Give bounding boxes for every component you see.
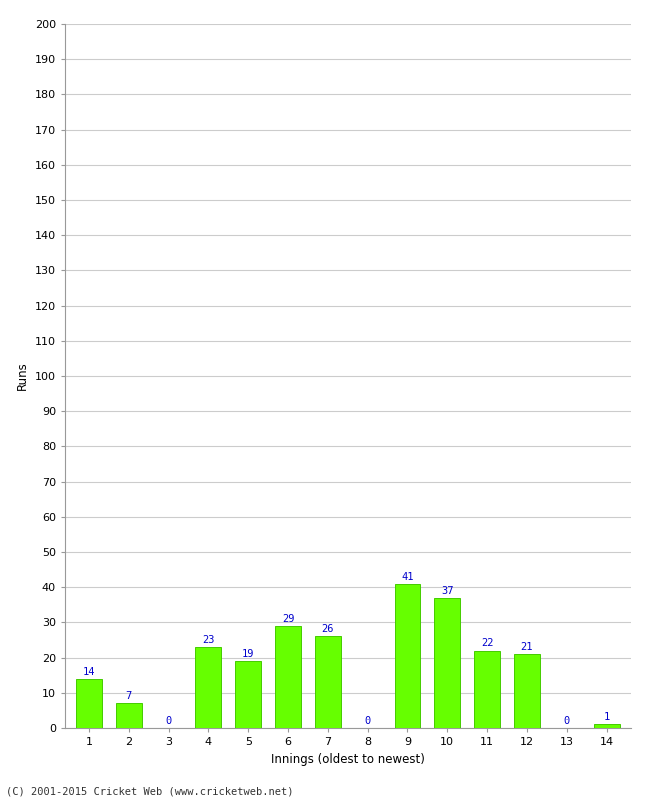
X-axis label: Innings (oldest to newest): Innings (oldest to newest) — [271, 753, 424, 766]
Text: 19: 19 — [242, 649, 254, 659]
Bar — [514, 654, 540, 728]
Bar — [275, 626, 301, 728]
Bar — [474, 650, 500, 728]
Text: 7: 7 — [125, 691, 132, 702]
Text: 26: 26 — [322, 624, 334, 634]
Bar — [395, 584, 421, 728]
Text: 37: 37 — [441, 586, 454, 596]
Bar — [235, 661, 261, 728]
Text: 23: 23 — [202, 635, 215, 645]
Bar — [116, 703, 142, 728]
Bar — [593, 725, 619, 728]
Bar — [76, 678, 102, 728]
Text: 14: 14 — [83, 666, 95, 677]
Bar — [315, 637, 341, 728]
Text: (C) 2001-2015 Cricket Web (www.cricketweb.net): (C) 2001-2015 Cricket Web (www.cricketwe… — [6, 786, 294, 796]
Text: 0: 0 — [165, 716, 172, 726]
Text: 41: 41 — [401, 571, 414, 582]
Text: 29: 29 — [281, 614, 294, 624]
Text: 22: 22 — [481, 638, 493, 649]
Bar — [434, 598, 460, 728]
Text: 1: 1 — [603, 712, 610, 722]
Text: 21: 21 — [521, 642, 533, 652]
Text: 0: 0 — [564, 716, 570, 726]
Y-axis label: Runs: Runs — [16, 362, 29, 390]
Bar — [196, 647, 221, 728]
Text: 0: 0 — [365, 716, 370, 726]
